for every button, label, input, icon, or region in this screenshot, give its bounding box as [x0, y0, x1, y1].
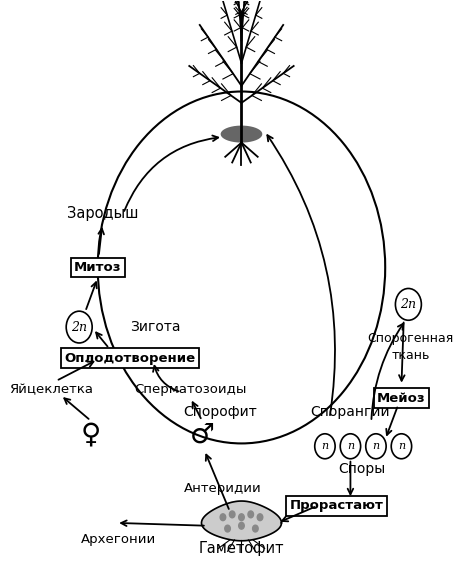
Text: Мейоз: Мейоз [377, 391, 426, 405]
Text: Гаметофит: Гаметофит [199, 541, 284, 556]
Circle shape [239, 514, 244, 521]
Text: 2n: 2n [71, 320, 87, 333]
Text: Архегонии: Архегонии [81, 533, 156, 546]
Text: Спорогенная
ткань: Спорогенная ткань [367, 332, 454, 362]
Circle shape [220, 514, 226, 521]
Text: ♀: ♀ [81, 421, 101, 449]
Text: Яйцеклетка: Яйцеклетка [9, 383, 93, 396]
Circle shape [239, 522, 244, 529]
Text: Прорастают: Прорастают [290, 500, 383, 512]
Text: Зигота: Зигота [130, 320, 181, 334]
Text: n: n [373, 442, 380, 451]
Text: Спорофит: Спорофит [184, 405, 257, 419]
Text: n: n [347, 442, 354, 451]
Circle shape [229, 511, 235, 518]
Text: Сперматозоиды: Сперматозоиды [134, 383, 246, 396]
Text: Споры: Споры [338, 462, 386, 476]
Circle shape [248, 511, 254, 518]
Circle shape [253, 525, 258, 532]
Circle shape [257, 514, 263, 521]
Text: Митоз: Митоз [74, 261, 121, 274]
Text: Антеридии: Антеридии [184, 483, 262, 496]
Text: ♂: ♂ [190, 421, 215, 449]
Text: n: n [321, 442, 328, 451]
Circle shape [225, 525, 230, 532]
Text: 2n: 2n [401, 298, 416, 311]
Text: Зародыш: Зародыш [67, 206, 138, 221]
Text: Спорангии: Спорангии [310, 405, 390, 419]
Polygon shape [221, 126, 262, 143]
Text: Оплодотворение: Оплодотворение [64, 352, 196, 365]
Text: n: n [398, 442, 405, 451]
Polygon shape [201, 501, 282, 541]
